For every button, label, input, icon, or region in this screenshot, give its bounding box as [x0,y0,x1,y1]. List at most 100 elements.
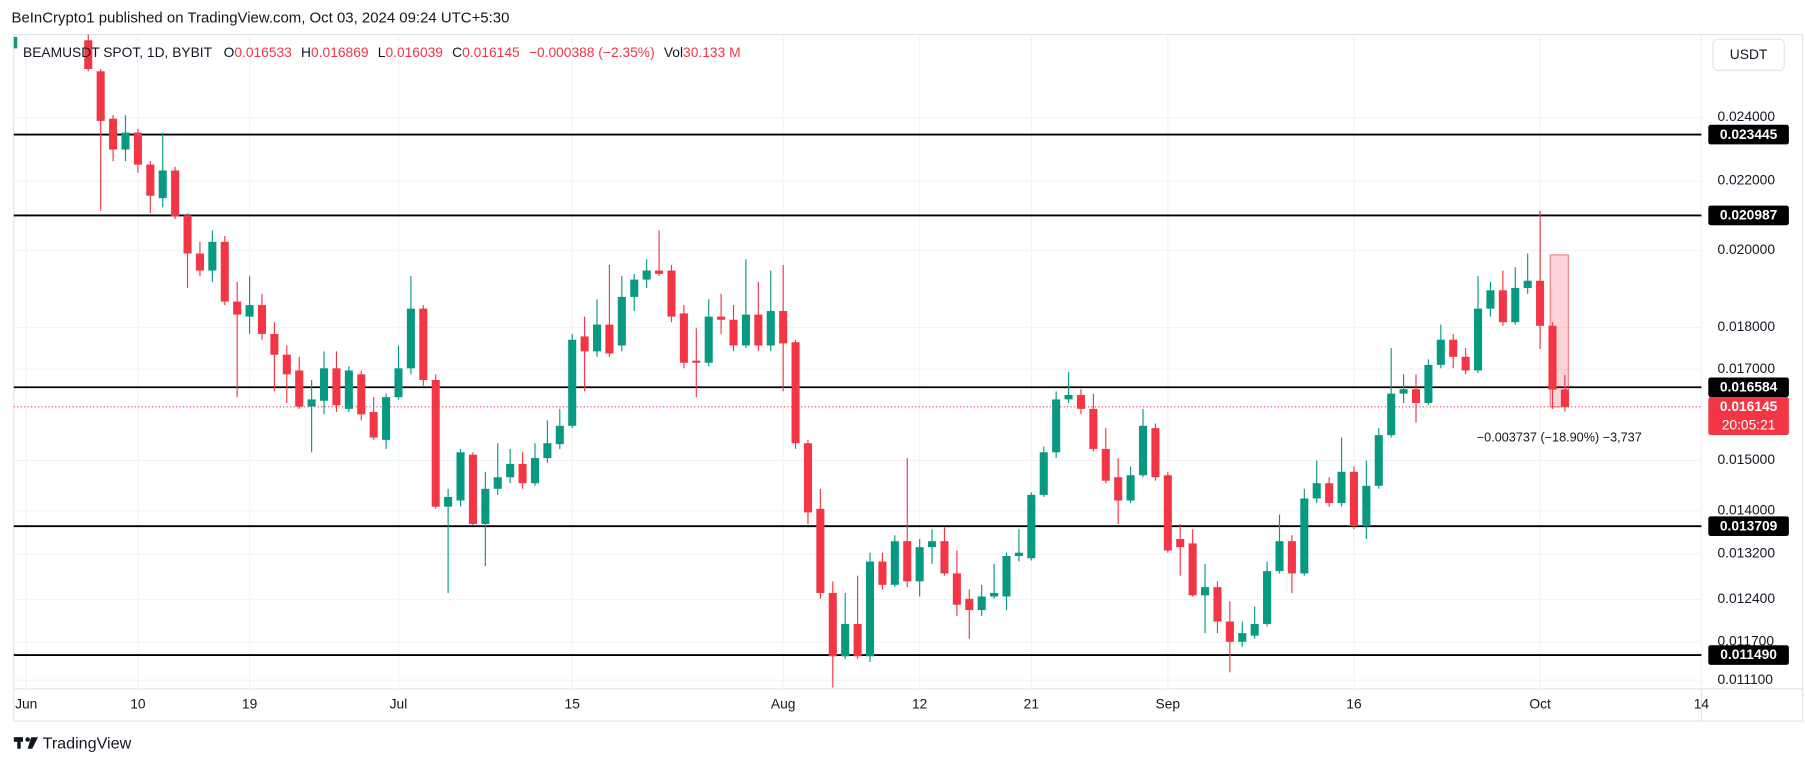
legend-change: −0.000388 (−2.35%) [529,44,655,60]
currency-button[interactable] [1712,38,1785,71]
candle-body [506,463,515,478]
candle-body [592,324,602,352]
candle-body [890,541,899,585]
legend-label: L [378,44,386,60]
candle-body [109,118,118,150]
level-label-box [1708,645,1789,665]
logo-part [17,737,21,749]
candle-body [1089,408,1098,449]
legend-label: O [224,44,235,60]
y-tick-label: 0.013200 [1718,544,1776,560]
candle-body [183,215,192,254]
legend-label: H [301,44,311,60]
candle-body [878,561,887,585]
y-tick-label: 0.012400 [1718,590,1776,606]
candle-body [990,592,999,597]
candle-body [394,368,403,398]
frame [13,33,1804,722]
legend: BEAMUSDT SPOT, 1D, BYBIT O0.016533 H0.0168… [23,44,741,60]
legend-label: Vol [664,44,683,60]
candle-body [530,458,540,484]
x-tick-label: 10 [130,696,146,712]
candle-body [1374,435,1383,486]
candle-body [741,314,750,346]
candle-body [692,360,701,363]
candle-body [940,541,949,574]
candle-body [766,311,775,346]
candle-body [1560,389,1569,407]
candle-body [431,379,440,507]
x-tick-label: Aug [771,696,796,712]
candle-body [1300,498,1309,574]
candle-body [1263,571,1272,624]
currency[interactable]: USDT [1730,46,1768,62]
candle-body [444,496,453,507]
candle-body [853,623,862,657]
candle-body [1250,623,1259,636]
candle-body [1461,356,1470,371]
candle-body [865,561,875,657]
x-tick-label: 16 [1346,696,1362,712]
y-tick-label: 0.020000 [1718,241,1776,257]
level-label-box [1708,205,1789,226]
candle-body [1486,290,1495,309]
candle-body [171,170,180,217]
candle-body [295,370,304,407]
candle-body [555,425,564,445]
candle-body [803,443,812,513]
levels [13,133,1702,656]
candle-body [1275,541,1284,572]
candle-body [1411,389,1421,403]
footer: TradingView [43,734,132,752]
price-label: 0.016145 [1720,398,1778,414]
candle-body [1027,494,1036,559]
candle-body [419,308,428,380]
level-label: 0.020987 [1720,207,1778,223]
candle-body [1287,541,1296,574]
legend-value: 0.016533 [234,44,292,60]
candle-body [605,324,614,354]
candle-body [456,452,465,501]
x-tick-label: Jul [390,696,408,712]
candle-body [518,463,527,484]
candle-body [382,397,391,440]
candle-body [779,311,788,344]
candle-body [1114,477,1123,501]
candle-body [481,488,490,524]
x-tick-label: Jun [15,696,37,712]
logo-part [25,737,30,742]
candle-body [1002,556,1011,597]
x-tick-label: Oct [1529,696,1551,712]
status-marker [13,36,18,49]
candle-body [344,370,353,409]
candle-body [580,336,589,352]
candle-body [903,541,912,582]
axes: 0.024000 0.022000 0.020000 0.018000 0.017000… [15,108,1789,712]
candle-body [717,316,726,320]
candle-body [655,270,664,274]
candle-body [841,623,850,657]
countdown: 20:05:21 [1722,416,1776,432]
candle-body [1126,475,1135,501]
candle-body [915,547,924,582]
candle-body [208,241,217,271]
y-tick-label: 0.011100 [1718,671,1774,687]
candle-body [332,368,341,406]
legend-symbol: BEAMUSDT SPOT, 1D, BYBIT [23,44,213,60]
candle-body [617,296,626,346]
level-label-box [1708,377,1789,398]
measure-label: −0.003737 (−18.90%) −3,737 [1477,430,1642,444]
legend-value: 0.016145 [462,44,520,60]
candle-body [1387,393,1396,436]
candle-body [1138,425,1148,476]
level-label: 0.013709 [1720,517,1778,533]
candle-body [146,164,155,196]
logo-part [27,737,38,749]
candles [84,34,1569,688]
candle-body [965,598,974,611]
candle-body [357,374,366,415]
candle-body [977,596,986,611]
candle-body [282,354,291,375]
